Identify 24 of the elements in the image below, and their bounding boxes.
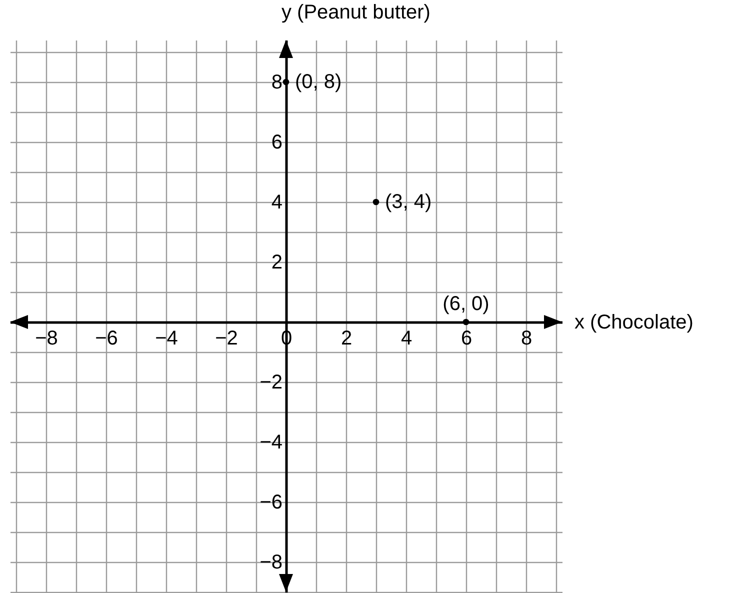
y-axis-title: y (Peanut butter) <box>282 2 430 24</box>
y-tick-label: 6 <box>271 132 282 154</box>
x-tick-label: 8 <box>520 328 532 350</box>
x-axis-title: x (Chocolate) <box>574 312 694 334</box>
x-tick-label: 2 <box>340 328 352 350</box>
y-tick-label: −2 <box>260 372 282 394</box>
x-tick-label: −4 <box>155 328 178 350</box>
x-tick-label: −2 <box>215 328 238 350</box>
x-tick-label: −8 <box>35 328 58 350</box>
point <box>372 198 380 206</box>
x-tick-label: 6 <box>460 328 472 350</box>
y-tick-label: −6 <box>260 492 282 514</box>
y-tick-label: 8 <box>271 72 282 94</box>
annotation: (3, 4) <box>385 191 432 213</box>
annotation: (0, 8) <box>295 71 342 93</box>
y-tick-label: 2 <box>271 252 282 274</box>
annotation: (6, 0) <box>442 293 490 315</box>
y-tick-label: −4 <box>260 432 282 454</box>
point <box>462 318 470 326</box>
y-tick-label: −8 <box>260 552 282 574</box>
y-tick-label: 4 <box>271 192 282 214</box>
point <box>282 78 290 86</box>
x-tick-label: −6 <box>95 328 118 350</box>
x-tick-label: 4 <box>400 328 412 350</box>
